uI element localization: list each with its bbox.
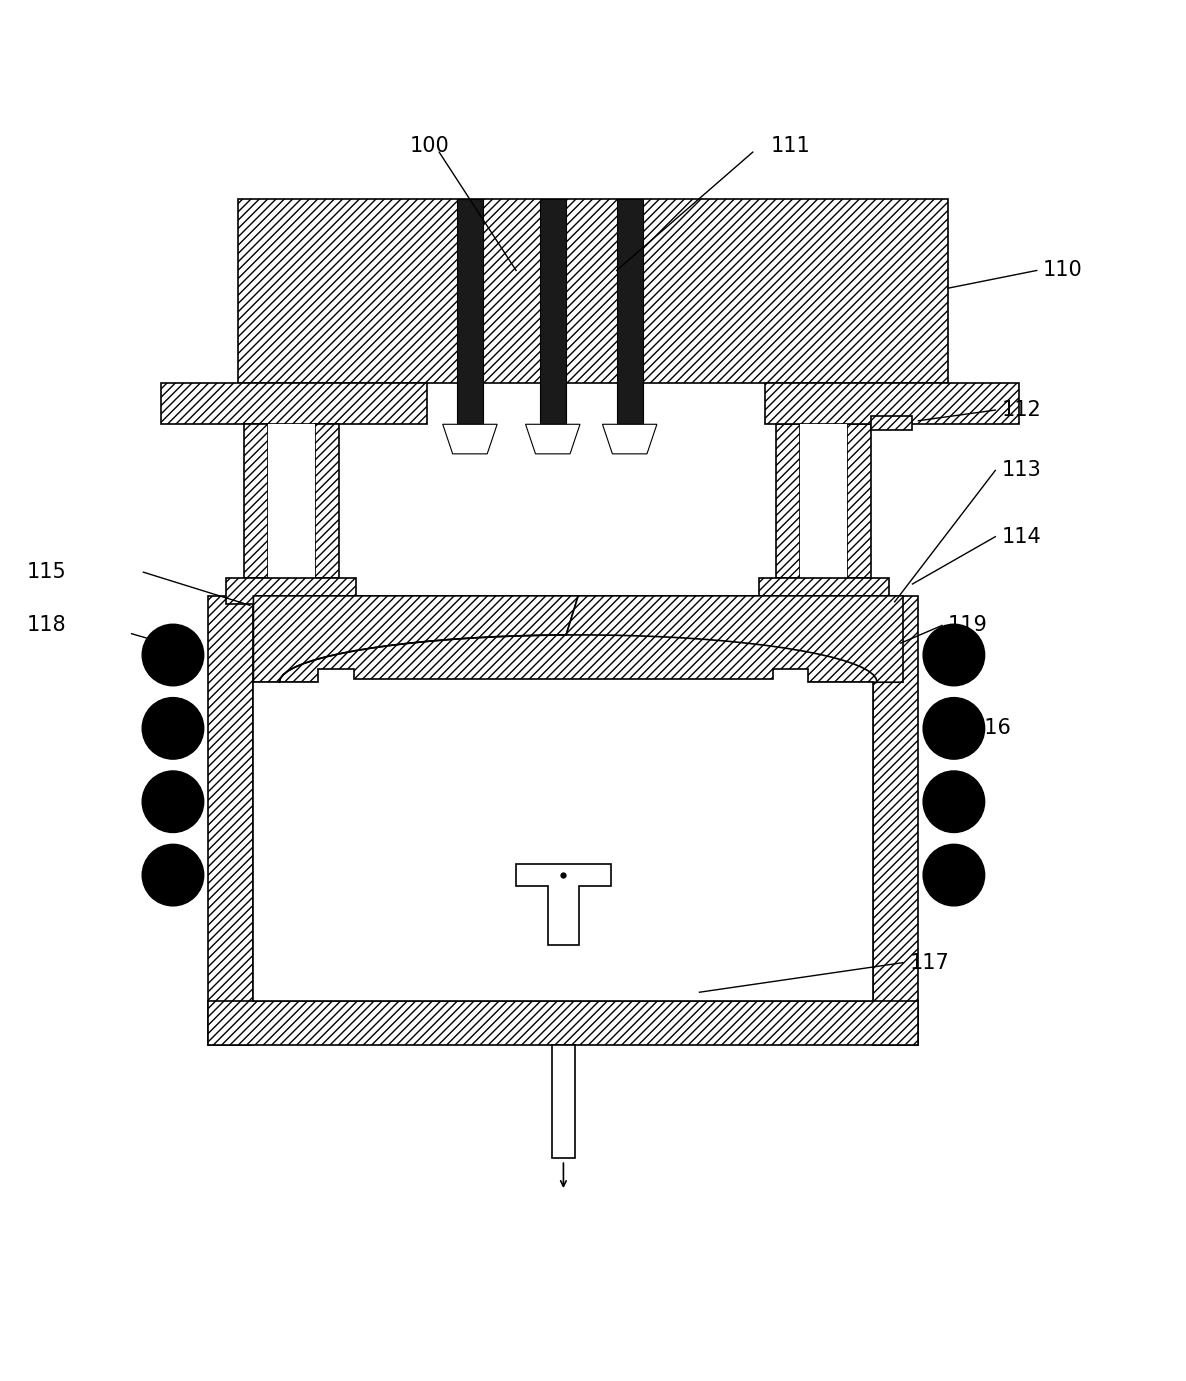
Text: 119: 119 (948, 616, 988, 635)
Polygon shape (254, 670, 873, 1000)
Circle shape (923, 771, 984, 833)
Polygon shape (516, 865, 611, 945)
Bar (209, 1000, 918, 1045)
Bar (847, 424, 871, 579)
Bar (617, 199, 643, 432)
Polygon shape (602, 424, 657, 454)
Text: 110: 110 (1042, 261, 1083, 280)
Bar (540, 199, 566, 432)
Bar (873, 595, 918, 1045)
Text: 115: 115 (27, 562, 66, 583)
Polygon shape (525, 424, 580, 454)
Polygon shape (442, 424, 497, 454)
Bar (801, 424, 847, 579)
Bar (227, 579, 356, 603)
Text: 118: 118 (27, 616, 66, 635)
Bar (777, 424, 801, 579)
Bar (551, 1045, 575, 1157)
Circle shape (142, 771, 204, 833)
Bar (457, 199, 483, 432)
Text: 111: 111 (771, 137, 810, 156)
Bar (238, 199, 948, 383)
Circle shape (923, 624, 984, 686)
Bar (871, 416, 912, 431)
Bar (244, 424, 268, 579)
Text: 114: 114 (1001, 526, 1041, 547)
Circle shape (923, 697, 984, 760)
Polygon shape (254, 595, 876, 682)
Circle shape (142, 844, 204, 906)
Circle shape (142, 697, 204, 760)
Bar (161, 383, 427, 424)
Text: 100: 100 (409, 137, 449, 156)
Bar (209, 595, 254, 1045)
Bar (268, 424, 315, 579)
Bar (315, 424, 339, 579)
Polygon shape (280, 595, 903, 682)
Text: 112: 112 (1001, 400, 1041, 420)
Text: 113: 113 (1001, 460, 1041, 481)
Bar (765, 383, 1019, 424)
Bar (759, 579, 888, 603)
Circle shape (142, 624, 204, 686)
Text: 116: 116 (971, 718, 1012, 739)
Circle shape (923, 844, 984, 906)
Text: 117: 117 (910, 953, 950, 972)
